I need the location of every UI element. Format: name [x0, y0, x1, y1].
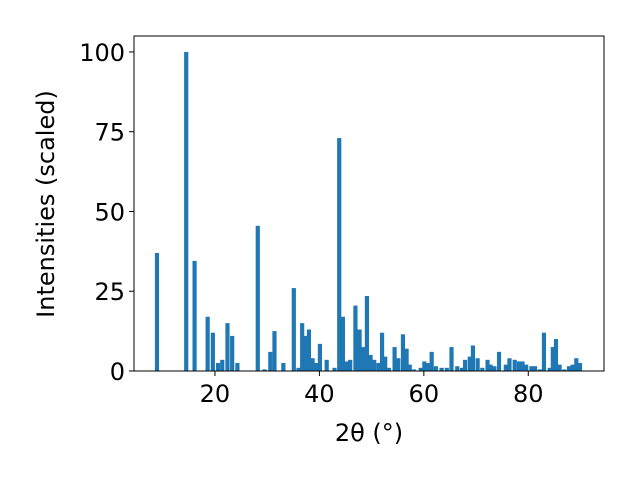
bar	[529, 366, 534, 371]
bar	[383, 356, 388, 371]
x-tick-label: 40	[304, 380, 335, 408]
bar	[407, 364, 412, 371]
bar	[306, 329, 312, 371]
y-tick-label: 50	[94, 198, 125, 226]
bar	[547, 367, 552, 371]
bar	[357, 329, 362, 371]
bar	[411, 369, 416, 371]
bar	[184, 51, 189, 371]
bar	[439, 367, 444, 371]
bar	[404, 348, 409, 371]
bar	[337, 138, 342, 371]
bar	[281, 363, 286, 371]
y-axis-label: Intensities (scaled)	[32, 90, 60, 318]
bar	[317, 343, 322, 371]
bar	[425, 363, 431, 371]
bar	[255, 225, 260, 371]
bar	[215, 363, 221, 371]
bar	[220, 359, 225, 371]
bar	[272, 331, 277, 371]
bar	[496, 351, 502, 371]
bar	[364, 296, 369, 371]
bar	[480, 367, 485, 371]
bar	[557, 364, 562, 371]
y-tick-label: 100	[79, 39, 125, 67]
bar	[396, 358, 401, 371]
bar	[512, 359, 517, 371]
bar	[392, 347, 397, 371]
bar	[429, 351, 434, 371]
bar	[492, 366, 497, 371]
bar	[550, 347, 555, 371]
bar	[503, 364, 508, 371]
bar	[570, 364, 575, 371]
bar	[459, 367, 465, 371]
bar	[368, 355, 373, 371]
bar	[303, 335, 308, 371]
bar	[296, 367, 301, 371]
bar	[262, 369, 267, 371]
x-tick-label: 20	[200, 380, 231, 408]
bar	[332, 367, 337, 371]
bar	[574, 358, 579, 371]
bar	[449, 347, 454, 371]
bar	[268, 351, 273, 371]
bar	[470, 345, 476, 371]
bar	[524, 364, 529, 371]
bar	[422, 361, 427, 371]
bar	[444, 367, 449, 371]
bar	[376, 363, 381, 371]
bar	[324, 359, 329, 371]
bar	[485, 359, 490, 371]
plot-area-frame	[133, 35, 605, 372]
bar	[310, 358, 315, 371]
bar	[348, 359, 353, 371]
bar	[475, 358, 480, 371]
bar	[379, 332, 385, 371]
bar	[353, 305, 358, 371]
bar	[577, 363, 583, 371]
bar	[520, 361, 525, 371]
y-tick-label: 0	[110, 358, 125, 386]
bar	[291, 288, 296, 371]
bar	[455, 366, 460, 371]
bar	[418, 367, 423, 371]
x-axis: 20 40 60 80	[200, 371, 544, 408]
bar	[154, 252, 160, 371]
bar	[400, 334, 406, 371]
bar	[300, 323, 305, 371]
bar	[562, 369, 567, 371]
x-tick-label: 80	[513, 380, 544, 408]
bar	[230, 335, 235, 371]
bar	[192, 260, 197, 371]
bar	[467, 356, 472, 371]
bar	[386, 367, 391, 371]
bar	[433, 366, 438, 371]
bar	[532, 366, 538, 371]
bars-group	[154, 51, 583, 371]
bar	[361, 347, 366, 371]
bar	[344, 361, 350, 371]
y-axis: 0 25 50 75 100	[79, 39, 134, 386]
bar	[488, 364, 493, 371]
bar	[225, 323, 230, 371]
y-tick-label: 75	[94, 119, 125, 147]
bar	[541, 332, 547, 371]
bar	[340, 316, 345, 371]
bar	[537, 369, 542, 371]
bar	[566, 366, 572, 371]
bar	[235, 363, 240, 371]
bar	[210, 332, 215, 371]
x-tick-label: 60	[409, 380, 440, 408]
y-tick-label: 25	[94, 278, 125, 306]
bar	[372, 359, 377, 371]
bar	[553, 339, 559, 371]
bar	[507, 358, 512, 371]
x-axis-label: 2θ (°)	[335, 419, 403, 447]
bar	[314, 363, 319, 371]
bar	[205, 316, 210, 371]
bar	[463, 359, 468, 371]
bar	[516, 361, 521, 371]
